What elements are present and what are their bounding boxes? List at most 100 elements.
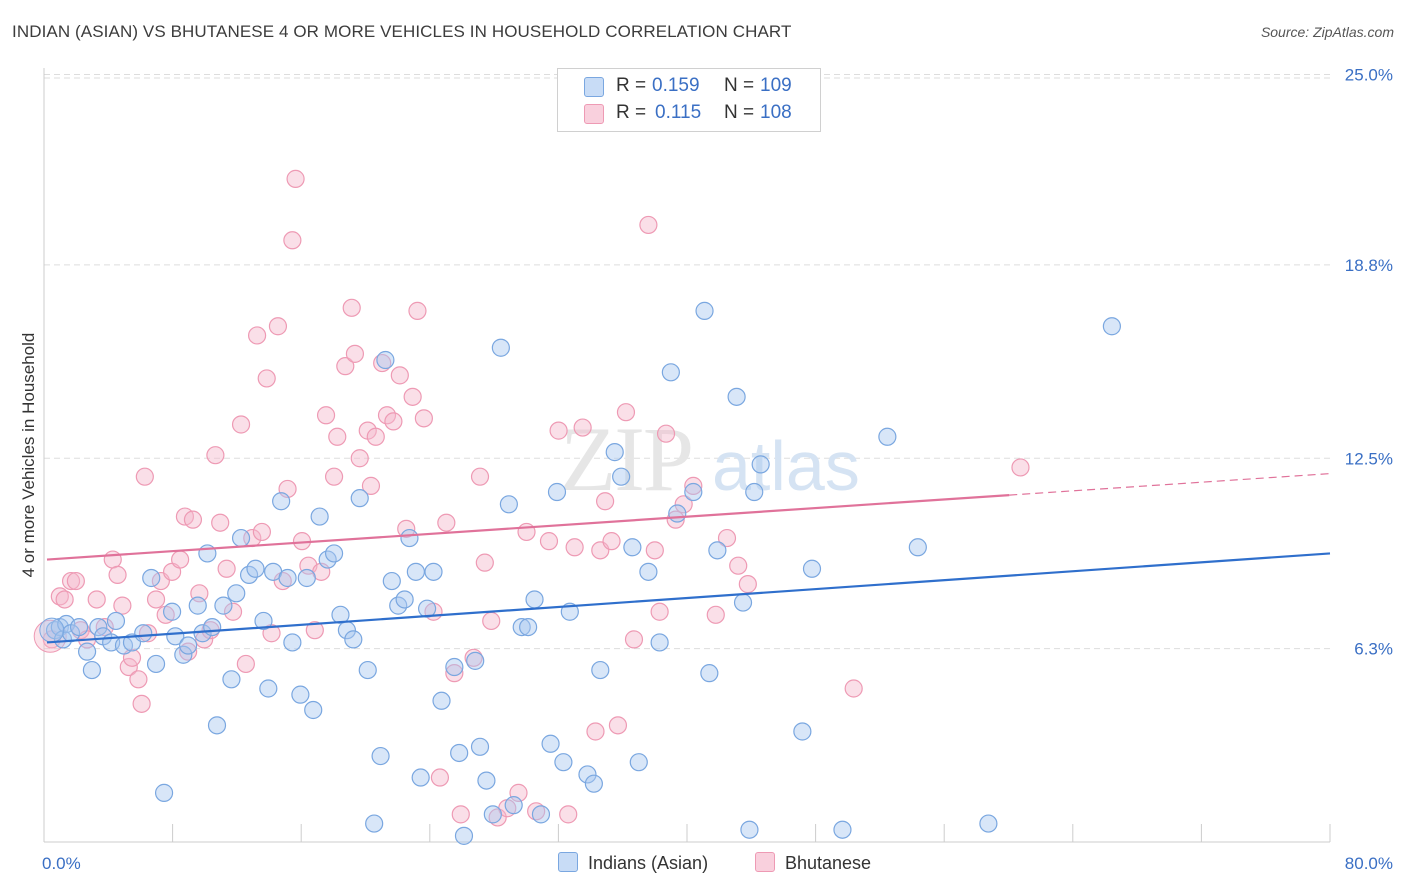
data-point [454, 826, 474, 845]
data-point [549, 421, 568, 440]
data-point [430, 768, 450, 787]
data-point [519, 617, 538, 637]
data-point [361, 476, 381, 495]
data-point [103, 550, 122, 569]
data-point [358, 660, 377, 680]
y-tick-label: 12.5% [1345, 449, 1393, 468]
data-point [252, 522, 272, 542]
data-point [231, 528, 251, 548]
data-point [738, 575, 757, 594]
chart-title: INDIAN (ASIAN) VS BHUTANESE 4 OR MORE VE… [12, 22, 792, 41]
data-point [206, 446, 225, 465]
data-point [328, 427, 347, 446]
source-label: Source: ZipAtlas.com [1260, 24, 1394, 40]
data-point [384, 412, 403, 431]
data-point [1102, 317, 1121, 336]
data-point [432, 691, 451, 710]
data-point [414, 409, 433, 428]
data-point [491, 338, 510, 357]
data-point [146, 654, 166, 674]
legend-n-value: 109 [760, 75, 792, 96]
data-point [451, 805, 470, 824]
legend-item-indians[interactable]: Indians (Asian) [558, 852, 708, 874]
data-point [246, 559, 265, 578]
data-point [406, 562, 425, 581]
data-point [278, 568, 297, 588]
data-point [411, 768, 430, 787]
data-point [745, 482, 764, 502]
data-point [470, 737, 490, 756]
legend-r-label: R = [616, 102, 647, 123]
data-point [146, 590, 166, 609]
data-point [512, 617, 531, 637]
data-point [87, 590, 106, 609]
data-point [33, 619, 67, 653]
trend-line [46, 552, 1331, 644]
data-point [499, 495, 518, 514]
legend-item-bhutanese[interactable]: Bhutanese [755, 852, 871, 874]
data-point [554, 753, 573, 772]
legend-r-label: R = [616, 75, 647, 96]
data-point [629, 753, 648, 772]
data-point [371, 746, 390, 766]
data-point [365, 814, 384, 833]
data-point [69, 617, 89, 637]
data-point [222, 670, 241, 689]
data-point [162, 602, 182, 621]
data-point [591, 660, 610, 680]
legend-r-value: 0.159 [652, 75, 700, 96]
data-point [113, 596, 132, 615]
data-point [666, 510, 685, 529]
data-point [612, 467, 631, 486]
legend-n-value: 108 [760, 102, 792, 123]
data-point [475, 553, 494, 572]
data-point [525, 590, 544, 609]
data-point [661, 363, 680, 382]
data-point [608, 716, 628, 735]
data-point [142, 568, 161, 588]
data-point [531, 805, 551, 824]
data-point [751, 455, 770, 474]
data-point [166, 627, 185, 646]
data-point [291, 685, 310, 704]
data-point [268, 317, 288, 336]
data-point [154, 783, 174, 802]
data-point [336, 357, 355, 376]
data-point [305, 621, 324, 640]
data-point [134, 624, 153, 643]
data-point [231, 415, 251, 434]
data-point [547, 482, 567, 502]
data-point [297, 568, 316, 588]
data-point [466, 651, 485, 670]
data-point [132, 694, 151, 713]
data-point [470, 467, 490, 486]
data-point [283, 231, 302, 250]
data-point [477, 771, 496, 790]
data-point [382, 571, 401, 591]
data-point [684, 482, 703, 502]
watermark: ZIP atlas [560, 408, 860, 510]
data-point [203, 617, 222, 637]
legend-swatch-pink [584, 104, 604, 124]
data-point [740, 820, 759, 839]
data-point [445, 657, 464, 677]
data-point [802, 559, 822, 578]
data-point [539, 532, 559, 551]
data-point [310, 507, 329, 526]
data-point [211, 513, 230, 532]
trend-line [46, 493, 1010, 561]
data-point [344, 630, 363, 649]
data-point [706, 605, 725, 624]
data-point [259, 679, 278, 698]
data-point [559, 805, 578, 824]
data-point [324, 544, 344, 563]
data-point [350, 449, 369, 468]
data-point [395, 590, 414, 609]
data-point [236, 654, 255, 674]
data-point [106, 611, 126, 631]
data-point [257, 369, 276, 388]
data-point [366, 427, 385, 446]
data-point [624, 630, 644, 649]
data-point [650, 633, 669, 652]
